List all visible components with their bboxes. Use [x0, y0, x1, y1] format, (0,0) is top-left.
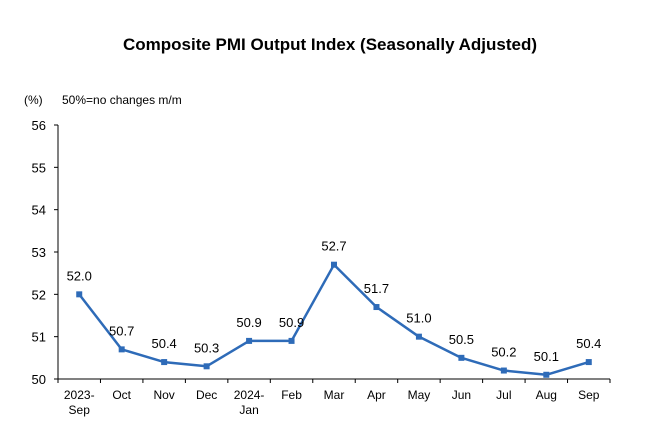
data-label: 50.9 [236, 315, 261, 330]
x-tick-label: Dec [196, 388, 217, 402]
x-tick-label: Mar [324, 388, 345, 402]
x-tick-label: Jun [452, 388, 471, 402]
data-label: 52.0 [67, 268, 92, 283]
data-point [585, 359, 592, 366]
y-tick-label: 55 [32, 160, 46, 175]
x-tick-label-line: 2023- [64, 388, 95, 402]
x-tick-label: May [408, 388, 431, 402]
x-tick-label-line: 2024- [234, 388, 265, 402]
x-tick-label: Sep [578, 388, 600, 402]
data-label: 50.9 [279, 315, 304, 330]
series-line-group [76, 261, 592, 378]
x-tick-label-line: Jun [452, 388, 471, 402]
data-labels: 52.0 50.7 50.4 50.3 50.9 50.9 52.7 51.7 51.0 50.5… [67, 239, 602, 364]
x-tick-label: Jul [496, 388, 511, 402]
data-point [331, 261, 337, 268]
x-tick-label: 2024-Jan [234, 388, 265, 417]
data-point [161, 359, 168, 366]
y-tick-label: 56 [32, 118, 46, 133]
data-label: 50.4 [151, 336, 176, 351]
y-tick-label: 51 [32, 330, 46, 345]
x-tick-label-line: Apr [367, 388, 386, 402]
chart-annotation: 50%=no changes m/m [62, 93, 182, 107]
x-tick-label-line: Jul [496, 388, 511, 402]
data-label: 50.2 [491, 345, 516, 360]
data-label: 51.0 [406, 311, 431, 326]
data-label: 50.4 [576, 336, 601, 351]
x-tick-label-line: Feb [281, 388, 302, 402]
data-point [415, 333, 422, 340]
x-tick-label-line: Oct [112, 388, 131, 402]
data-point [373, 304, 380, 311]
x-tick-label: Aug [536, 388, 557, 402]
x-tick-label-line: Nov [153, 388, 174, 402]
x-tick-label: 2023-Sep [64, 388, 95, 417]
y-tick-label: 54 [32, 203, 46, 218]
data-label: 50.1 [534, 349, 559, 364]
y-tick-label: 52 [32, 287, 46, 302]
data-label: 50.5 [449, 332, 474, 347]
data-point [246, 337, 253, 344]
chart-title: Composite PMI Output Index (Seasonally A… [123, 35, 537, 54]
data-point [458, 354, 465, 361]
y-tick-label: 50 [32, 372, 46, 387]
y-axis-label: (%) [24, 93, 43, 107]
data-point [500, 367, 507, 374]
x-tick-label-line: Sep [69, 403, 91, 417]
x-tick-label-line: Dec [196, 388, 217, 402]
y-axis-ticks: 50 51 52 53 54 55 56 [32, 118, 58, 387]
data-point [118, 346, 125, 353]
x-tick-label-line: Jan [239, 403, 258, 417]
data-point [288, 337, 295, 344]
x-tick-label-line: Sep [578, 388, 600, 402]
x-tick-label: Oct [112, 388, 131, 402]
data-label: 50.7 [109, 323, 134, 338]
data-label: 51.7 [364, 281, 389, 296]
data-point [76, 291, 83, 298]
data-point [203, 363, 210, 370]
x-tick-label-line: May [408, 388, 431, 402]
data-label: 50.3 [194, 340, 219, 355]
x-tick-label: Apr [367, 388, 386, 402]
y-tick-label: 53 [32, 245, 46, 260]
data-point [543, 371, 550, 378]
x-tick-label: Nov [153, 388, 174, 402]
x-tick-label: Feb [281, 388, 302, 402]
x-tick-label-line: Aug [536, 388, 557, 402]
x-tick-label-line: Mar [324, 388, 345, 402]
data-label: 52.7 [321, 239, 346, 254]
